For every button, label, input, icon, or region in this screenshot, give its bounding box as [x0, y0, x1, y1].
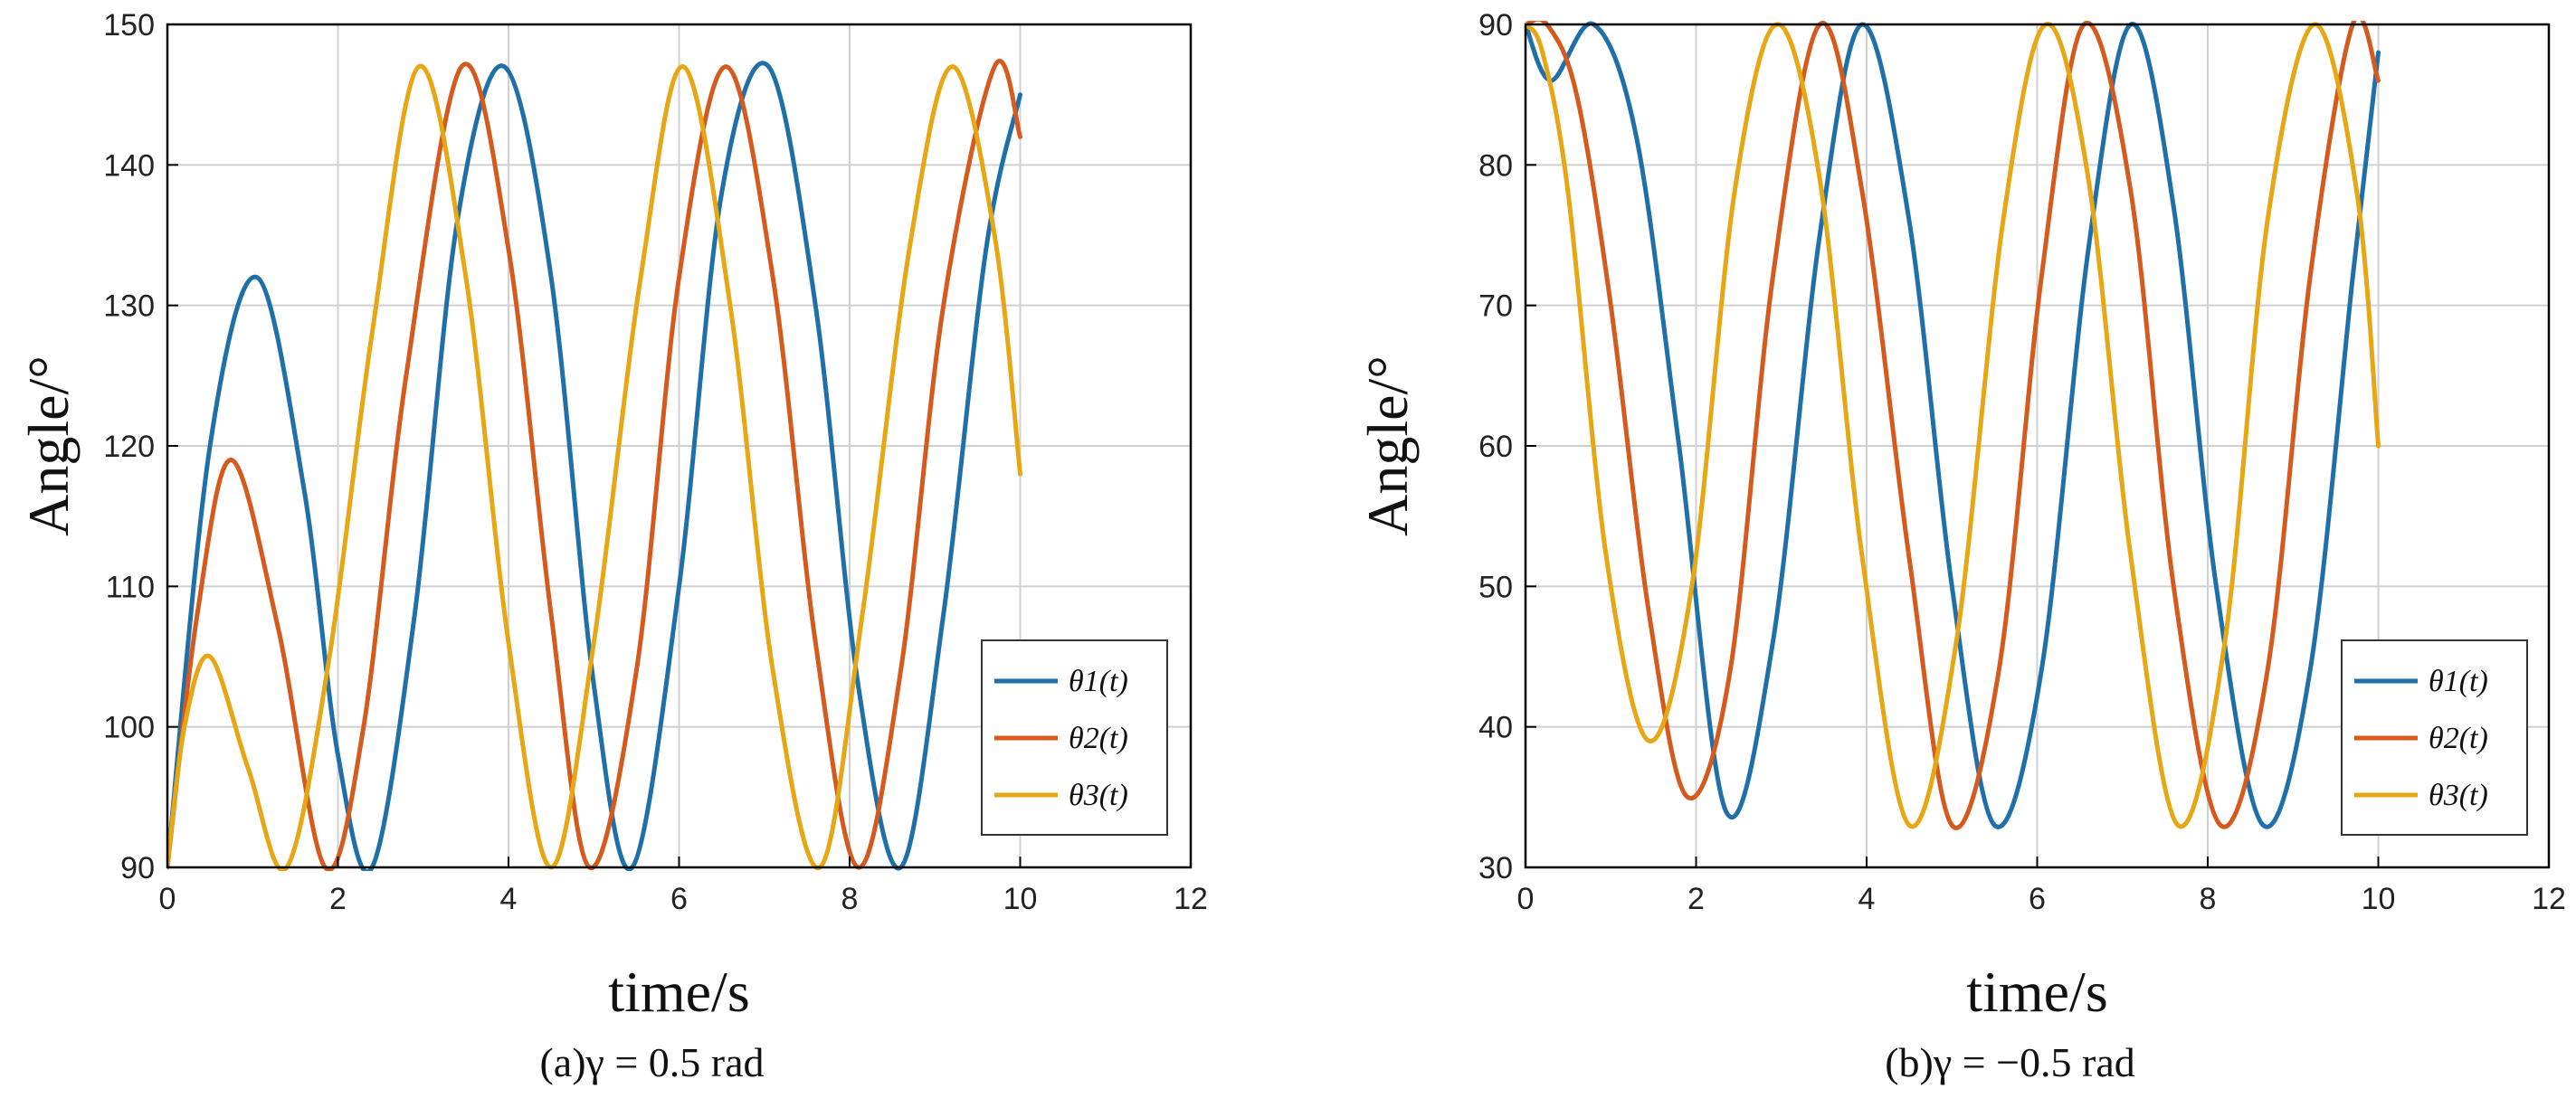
legend-label-theta1: θ1(t) — [2429, 665, 2488, 698]
y-tick-label: 50 — [1478, 570, 1513, 604]
legend-label-theta3: θ3(t) — [1069, 779, 1128, 812]
x-tick-label: 2 — [329, 882, 347, 916]
x-tick-label: 0 — [1517, 882, 1535, 916]
y-tick-label: 30 — [1478, 851, 1513, 885]
legend-label-theta3: θ3(t) — [2429, 779, 2488, 812]
legend: θ1(t) θ2(t) θ3(t) — [2341, 639, 2528, 836]
panel-caption: (a)γ = 0.5 rad — [539, 1039, 764, 1085]
x-axis-title: time/s — [608, 960, 749, 1024]
x-tick-label: 12 — [1174, 882, 1208, 916]
x-tick-label: 8 — [2200, 882, 2217, 916]
y-tick-label: 90 — [1478, 8, 1513, 43]
y-tick-label: 100 — [103, 711, 155, 745]
y-tick-label: 90 — [120, 851, 155, 885]
x-tick-label: 8 — [841, 882, 859, 916]
chart-panel-b: 0 2 4 6 8 10 12 30 40 50 60 70 80 90 time/s Angle/° (b)γ… — [1355, 8, 2566, 1085]
legend-box — [981, 639, 1168, 836]
series-line-theta3 — [1526, 22, 2381, 829]
x-tick-label: 4 — [500, 882, 518, 916]
y-tick-label: 150 — [103, 8, 155, 43]
series-line-theta3 — [167, 63, 1022, 871]
y-tick-label: 70 — [1478, 289, 1513, 324]
y-axis-title: Angle/° — [1355, 355, 1420, 536]
x-tick-label: 10 — [1003, 882, 1038, 916]
chart-panel-a: 0 2 4 6 8 10 12 90 100 110 120 130 140 150 time/s Angle… — [16, 8, 1208, 1085]
x-tick-label: 10 — [2362, 882, 2396, 916]
y-tick-label: 40 — [1478, 711, 1513, 745]
y-tick-label: 110 — [106, 570, 155, 604]
x-tick-label: 6 — [670, 882, 688, 916]
x-tick-label: 4 — [1858, 882, 1876, 916]
x-tick-label: 0 — [159, 882, 176, 916]
y-tick-label: 60 — [1478, 430, 1513, 464]
x-axis-title: time/s — [1966, 960, 2107, 1024]
panel-caption: (b)γ = −0.5 rad — [1885, 1039, 2135, 1085]
x-tick-label: 2 — [1687, 882, 1705, 916]
legend-label-theta1: θ1(t) — [1069, 665, 1128, 698]
legend-label-theta2: θ2(t) — [1069, 722, 1128, 755]
x-tick-label: 6 — [2029, 882, 2046, 916]
y-tick-label: 130 — [103, 289, 155, 324]
legend-label-theta2: θ2(t) — [2429, 722, 2488, 755]
y-tick-label: 140 — [103, 148, 155, 183]
y-tick-label: 80 — [1478, 148, 1513, 183]
series-line-theta2 — [1526, 21, 2381, 830]
series-line-theta1 — [1526, 21, 2381, 829]
series-line-theta1 — [167, 61, 1022, 871]
x-tick-label: 12 — [2532, 882, 2566, 916]
y-tick-label: 120 — [103, 430, 155, 464]
y-axis-title: Angle/° — [16, 355, 81, 536]
legend: θ1(t) θ2(t) θ3(t) — [981, 639, 1168, 836]
series-group — [1526, 21, 2381, 830]
